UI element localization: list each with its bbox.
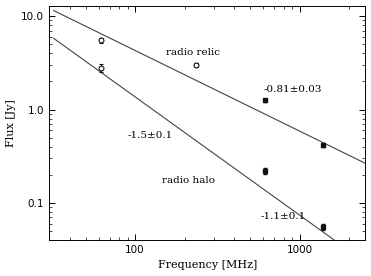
Text: -1.1±0.1: -1.1±0.1 — [261, 212, 306, 221]
Text: -0.81±0.03: -0.81±0.03 — [263, 85, 322, 94]
X-axis label: Frequency [MHz]: Frequency [MHz] — [158, 261, 257, 270]
Text: radio halo: radio halo — [162, 176, 215, 185]
Text: -1.5±0.1: -1.5±0.1 — [128, 131, 173, 140]
Y-axis label: Flux [Jy]: Flux [Jy] — [6, 99, 16, 147]
Text: radio relic: radio relic — [167, 48, 220, 57]
